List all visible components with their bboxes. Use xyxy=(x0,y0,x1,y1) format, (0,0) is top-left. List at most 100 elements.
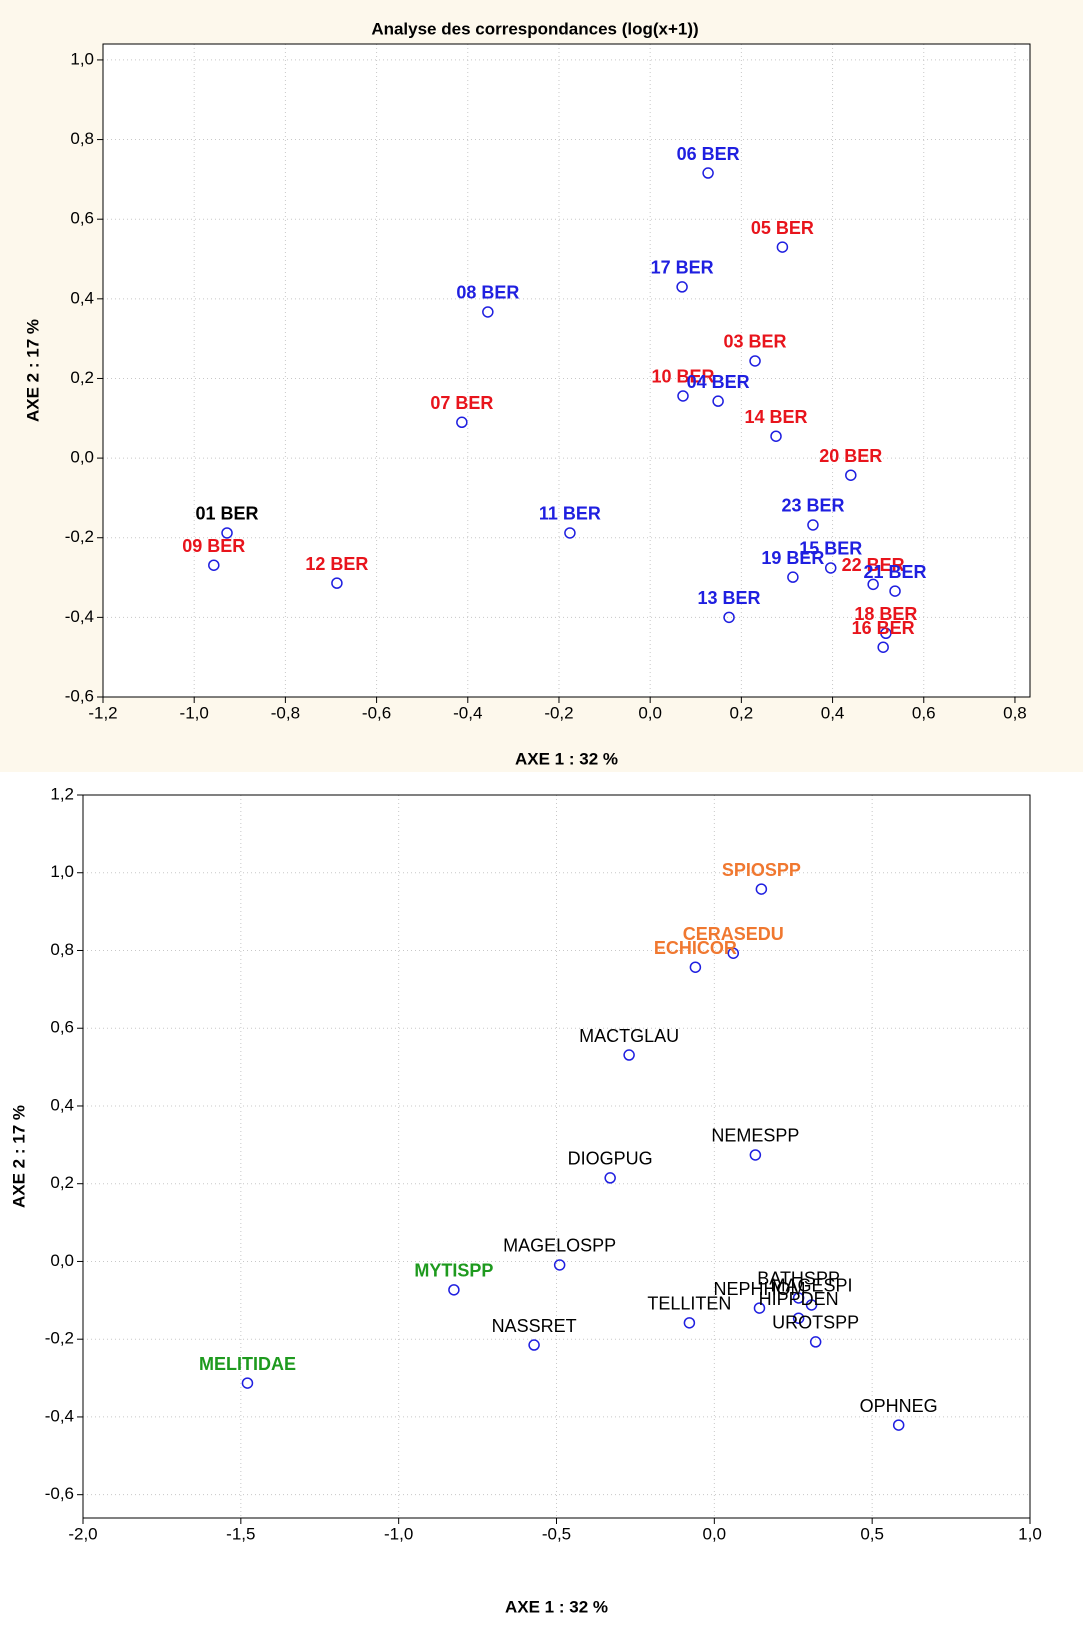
point-label: 10 BER xyxy=(651,367,714,387)
point xyxy=(676,281,688,293)
point xyxy=(845,469,857,481)
point-label: MAGESPI xyxy=(771,1276,853,1296)
point xyxy=(877,641,889,653)
point-label: CERASEDU xyxy=(683,924,784,944)
point xyxy=(712,395,724,407)
point xyxy=(809,1336,822,1348)
x-tick-label: 0,0 xyxy=(638,703,662,722)
point-label: MACTGLAU xyxy=(579,1026,679,1046)
point-label: 23 BER xyxy=(781,496,844,516)
point-label: NEPHHOM xyxy=(713,1279,805,1299)
y-tick-label: -0,2 xyxy=(65,527,94,546)
point xyxy=(677,390,689,402)
point-label: MAGELOSPP xyxy=(503,1236,616,1256)
point-label: MYTISPP xyxy=(414,1261,493,1281)
y-axis-title: AXE 2 : 17 % xyxy=(23,319,42,422)
y-tick-label: 0,6 xyxy=(70,209,94,228)
point-label: 21 BER xyxy=(864,562,927,582)
x-tick-label: -0,6 xyxy=(362,703,391,722)
y-tick-label: -0,4 xyxy=(65,607,94,626)
point xyxy=(221,527,233,539)
x-tick-label: -1,0 xyxy=(180,703,209,722)
y-tick-label: -0,6 xyxy=(45,1484,74,1503)
y-tick-label: -0,4 xyxy=(45,1406,74,1425)
point-label: 17 BER xyxy=(651,258,714,278)
y-tick-label: 0,0 xyxy=(50,1251,74,1270)
point xyxy=(702,167,714,179)
point-label: 14 BER xyxy=(745,407,808,427)
point-label: 15 BER xyxy=(799,539,862,559)
point xyxy=(604,1172,616,1184)
point-label: 09 BER xyxy=(182,536,245,556)
point-label: 05 BER xyxy=(751,218,814,238)
point xyxy=(787,571,799,583)
point-label: 13 BER xyxy=(698,588,761,608)
x-tick-label: 0,0 xyxy=(703,1524,727,1543)
point xyxy=(749,1149,762,1161)
y-tick-label: 1,0 xyxy=(50,862,74,881)
point-label: TELLITEN xyxy=(647,1294,731,1314)
x-tick-label: 1,0 xyxy=(1018,1524,1042,1543)
point xyxy=(889,585,901,597)
y-tick-label: 0,2 xyxy=(70,368,94,387)
point xyxy=(689,961,702,973)
plot-frame xyxy=(82,794,1031,1519)
y-axis-title: AXE 2 : 17 % xyxy=(9,1105,28,1208)
point xyxy=(241,1377,254,1389)
point-label: HIPPDEN xyxy=(759,1289,839,1309)
point-label: NASSRET xyxy=(492,1316,577,1336)
point xyxy=(753,1302,766,1314)
x-tick-label: 0,4 xyxy=(821,703,845,722)
point xyxy=(683,1317,696,1329)
point-label: UROTSPP xyxy=(772,1313,859,1333)
point xyxy=(880,627,892,640)
point-label: MELITIDAE xyxy=(199,1354,296,1374)
point xyxy=(482,306,494,318)
point xyxy=(553,1259,566,1271)
point-label: 22 BER xyxy=(842,555,905,575)
point xyxy=(805,1299,818,1311)
point-label: 06 BER xyxy=(677,144,740,164)
point-label: BATHSPP xyxy=(757,1269,840,1289)
point xyxy=(448,1284,460,1296)
point xyxy=(208,559,220,571)
x-tick-label: 0,5 xyxy=(860,1524,884,1543)
y-tick-label: 0,6 xyxy=(50,1018,74,1037)
y-tick-label: 1,2 xyxy=(50,784,74,803)
point-label: ECHICOR xyxy=(654,938,737,958)
x-tick-label: -2,0 xyxy=(68,1524,97,1543)
point-label: 04 BER xyxy=(687,372,750,392)
point xyxy=(331,577,343,589)
point xyxy=(456,416,468,429)
plot-area xyxy=(103,44,1030,697)
x-tick-label: -1,5 xyxy=(226,1524,255,1543)
point-label: 08 BER xyxy=(456,283,519,303)
x-tick-label: -0,8 xyxy=(271,703,300,722)
chart-title: Analyse des correspondances (log(x+1)) xyxy=(371,19,698,38)
point-label: 03 BER xyxy=(724,332,787,352)
y-tick-label: 0,8 xyxy=(50,940,74,959)
x-axis-title: AXE 1 : 32 % xyxy=(515,749,618,768)
point xyxy=(867,578,879,591)
x-tick-label: 0,2 xyxy=(730,703,754,722)
y-tick-label: -0,6 xyxy=(65,686,94,705)
point xyxy=(755,883,768,895)
point-label: 12 BER xyxy=(305,554,368,574)
x-tick-label: -0,4 xyxy=(453,703,482,722)
x-axis-title: AXE 1 : 32 % xyxy=(505,1597,608,1616)
point-label: 19 BER xyxy=(761,548,824,568)
point xyxy=(824,562,837,574)
point xyxy=(807,519,819,531)
y-tick-label: 0,2 xyxy=(50,1173,74,1192)
plot-frame xyxy=(102,43,1031,698)
point xyxy=(623,1049,635,1061)
x-tick-label: -0,5 xyxy=(542,1524,571,1543)
y-tick-label: -0,2 xyxy=(45,1329,74,1348)
y-tick-label: 0,8 xyxy=(70,129,94,148)
point xyxy=(776,241,789,253)
y-tick-label: 0,4 xyxy=(70,288,94,307)
x-tick-label: -0,2 xyxy=(544,703,573,722)
point-label: 18 BER xyxy=(854,604,917,624)
point xyxy=(770,430,782,442)
